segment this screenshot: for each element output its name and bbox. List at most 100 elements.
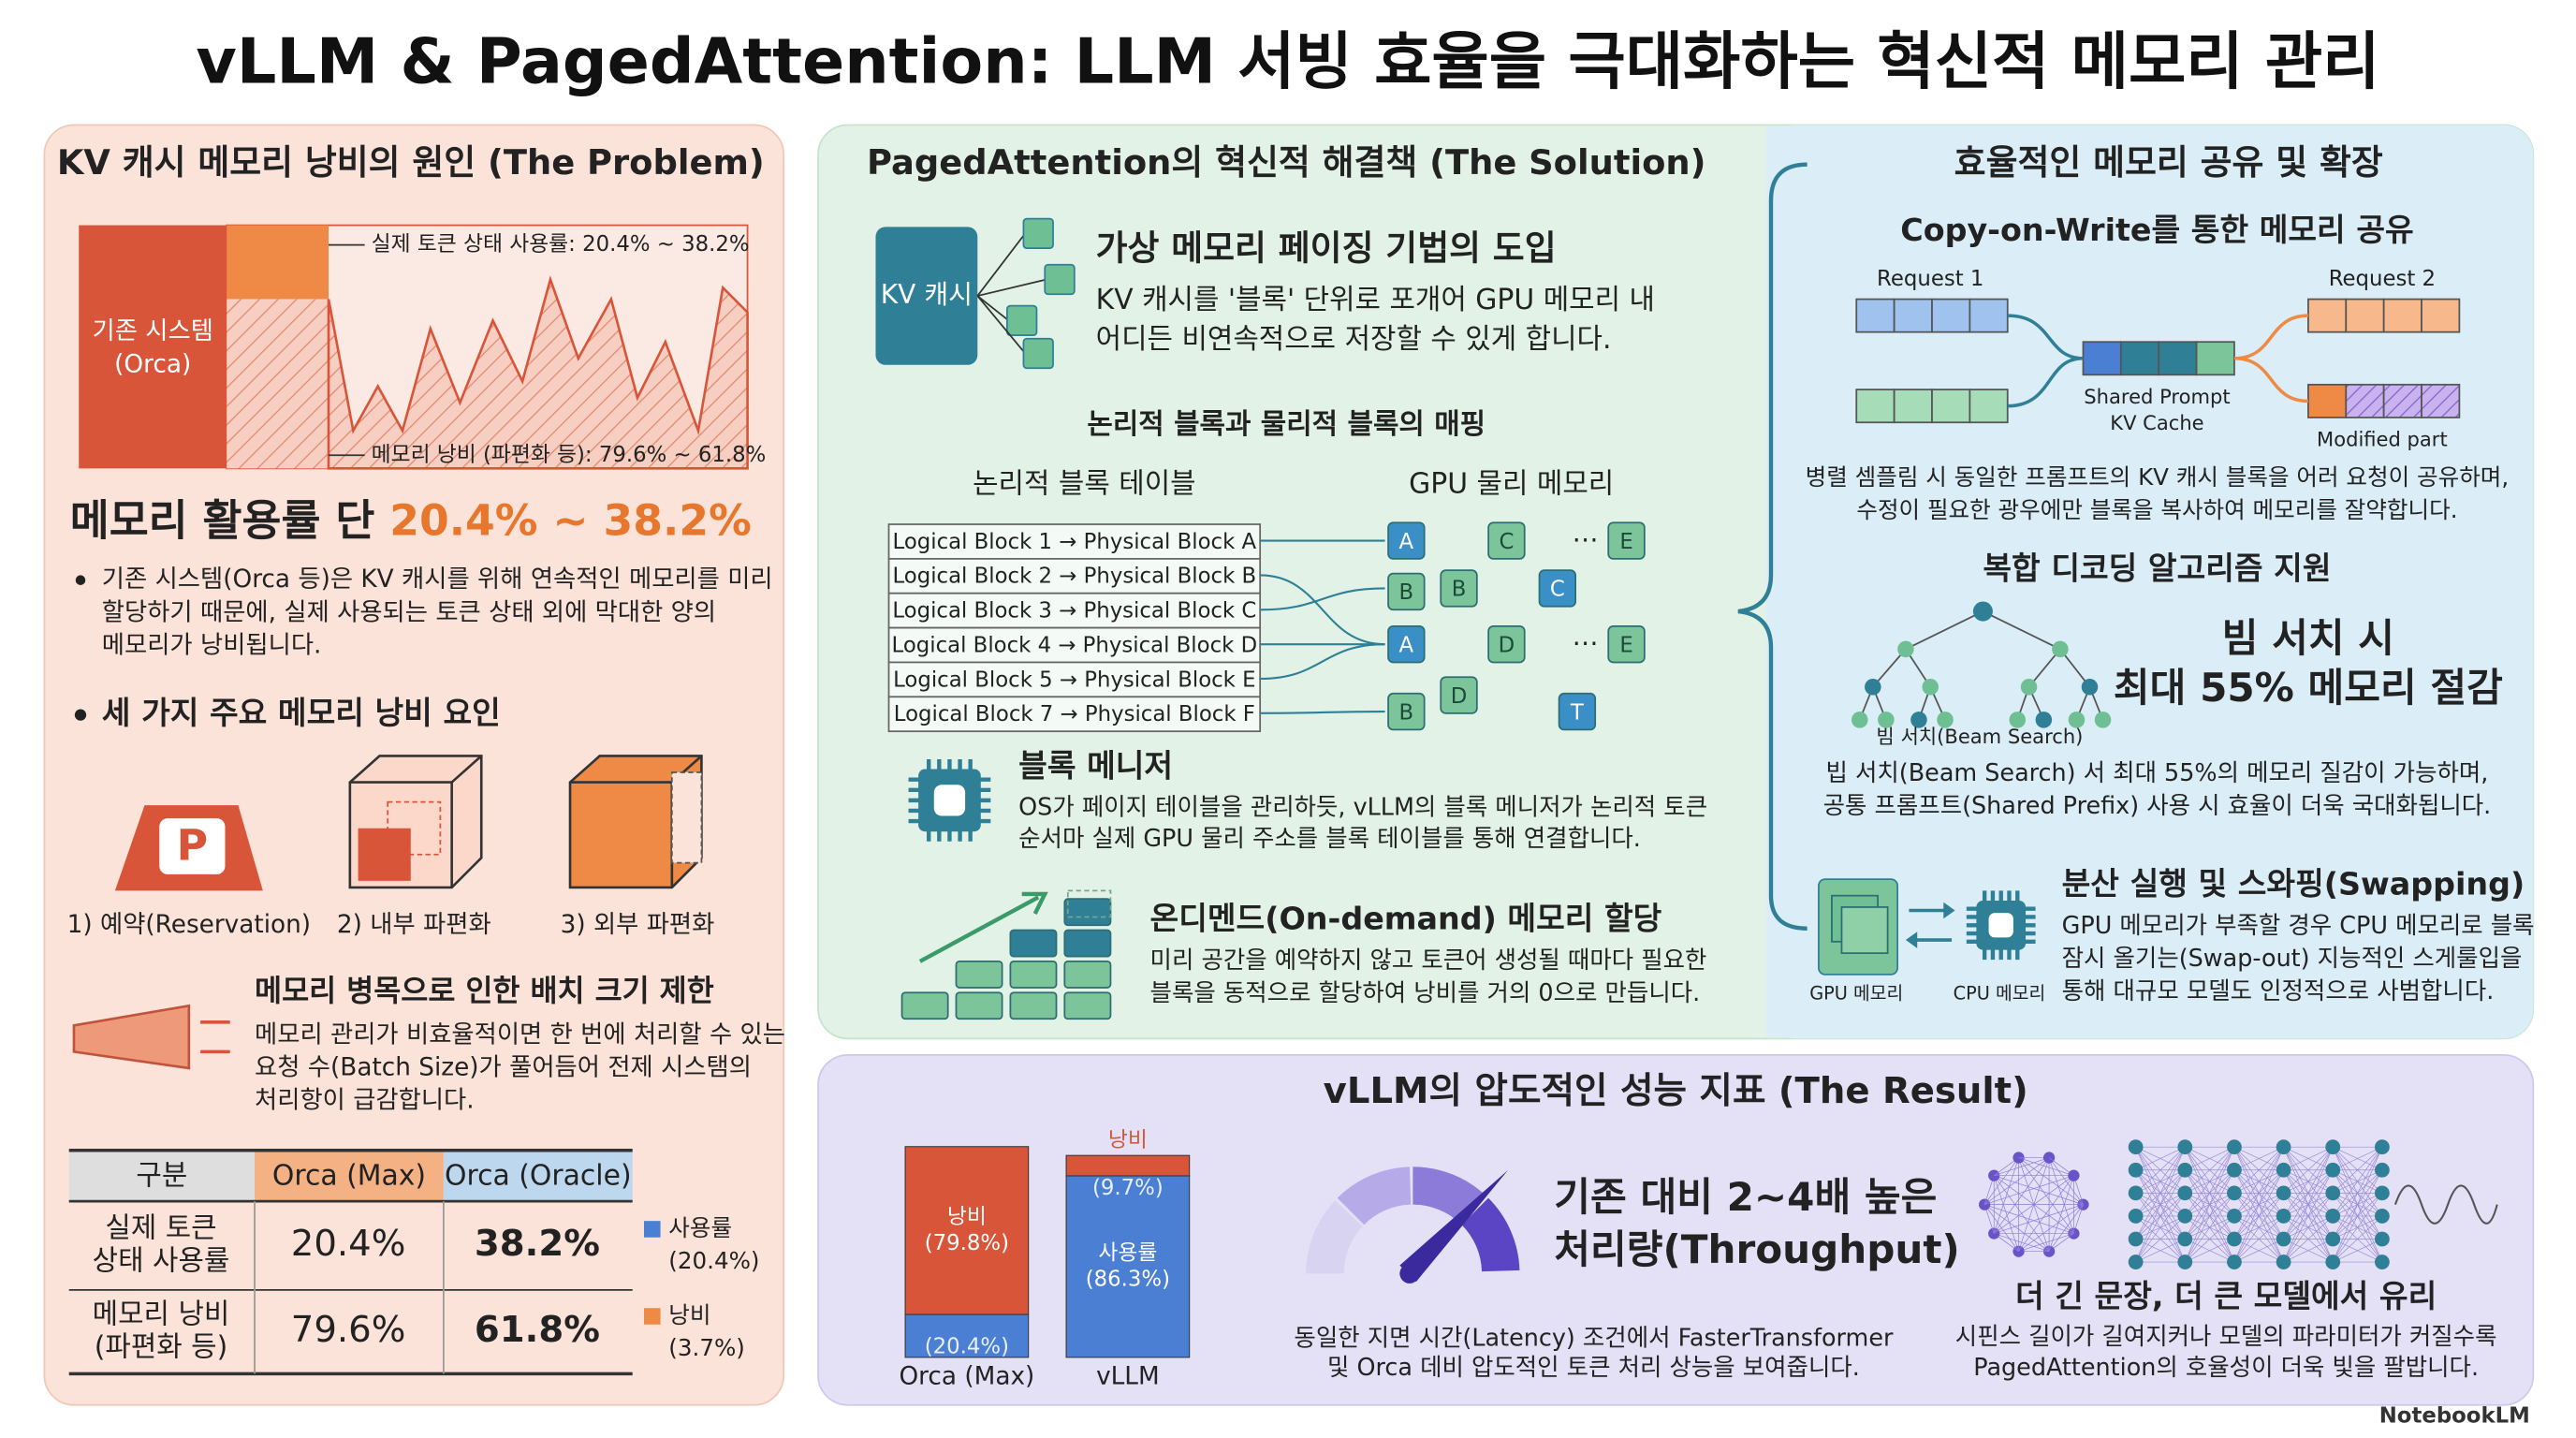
nn-node [2375,1209,2390,1224]
physical-block [1487,624,1526,664]
sharing-panel [1765,125,2534,1039]
gauge-needle [1399,1169,1509,1283]
nn-edge [2185,1239,2235,1263]
shared-block [2119,341,2160,376]
nn-edge [1994,1175,2074,1234]
nn-edge [2283,1215,2334,1263]
bottleneck-icon [72,1004,191,1070]
modified-block [2421,383,2461,418]
table-header-cell [255,1150,444,1202]
table-header: Orca (Max) [272,1159,426,1192]
tree-node [2052,640,2069,658]
mapping-row [887,557,1262,594]
section-heading: 효율적인 메모리 공유 및 확장 [1954,142,2383,183]
system-label: (Orca) [114,350,191,378]
scale-title: 더 긴 문장, 더 큰 모델에서 유리 [2015,1278,2437,1314]
nn-edge [2018,1157,2084,1205]
gauge-hub [1399,1263,1420,1284]
nn-edge [2233,1147,2284,1263]
physical-label: GPU 물리 메모리 [1409,467,1614,500]
nn-edge [2333,1146,2383,1194]
nn-node [2325,1209,2341,1224]
nn-node [2227,1162,2242,1178]
tree-node [2009,712,2027,728]
factor-label: 2) 내부 파편화 [337,911,491,939]
nn-node [2325,1185,2341,1201]
ondemand-block [900,991,949,1020]
physical-block [1387,572,1426,611]
nn-node [2276,1255,2291,1269]
mapping-text: Logical Block 5 → Physical Block E [893,668,1255,692]
logical-label: 논리적 블록 테이블 [973,467,1196,500]
modified-block [2345,383,2385,418]
section-brace [1737,162,1808,931]
nn-edge [2018,1204,2084,1252]
system-label: 기존 시스템 [93,317,213,345]
ondemand-block [955,991,1003,1020]
table-header: Orca (Oracle) [445,1159,632,1192]
gauge-arc [1337,1167,1412,1225]
nn-edge [2332,1147,2383,1217]
x-tick-label: vLLM [1096,1362,1160,1390]
cpu-label: CPU 메모리 [1954,982,2046,1004]
external-gap [670,771,703,864]
ondemand-text: 블록을 동적으로 할당하여 낭비를 거의 0으로 만듭니다. [1150,978,1701,1006]
block-letter: C [1499,530,1514,554]
tree-edge [1983,610,2061,651]
nn-edge [2283,1147,2334,1263]
nn-edge [2185,1193,2235,1263]
mapping-link [1260,643,1385,681]
x-tick-label: Orca (Max) [899,1362,1034,1390]
gpu-label: GPU 메모리 [1809,982,1903,1004]
nn-edge [1983,1157,2019,1205]
nn-edge [2048,1157,2074,1234]
scale-text: 시핀스 길이가 길여지커나 모델의 파라미터가 커질수록 [1955,1322,2497,1350]
reservation-sign [159,818,226,874]
table-cell: 61.8% [475,1309,600,1351]
ondemand-block [1063,991,1112,1020]
nn-node [2375,1139,2390,1155]
page-title: vLLM & PagedAttention: LLM 서빙 효율을 극대화하는 … [196,24,2379,97]
beam-label: 빔 서치(Beam Search) [1876,725,2083,748]
tree-node [1897,640,1914,658]
tree-node [1865,679,1881,696]
segment-name: 사용률 [1098,1240,1157,1265]
nn-node [2276,1162,2291,1178]
block-letter: E [1619,530,1632,554]
ondemand-pending [1066,889,1112,918]
nn-edge [2333,1215,2383,1263]
modified-label: Modified part [2317,428,2448,451]
nn-node [2325,1162,2341,1178]
physical-block [1538,569,1577,608]
request-block [2382,298,2422,333]
nn-edge [2135,1147,2186,1240]
bottleneck-text: 요청 수(Batch Size)가 풀어듬어 전제 시스탬의 [255,1053,752,1081]
shared-label: Shared Prompt [2084,385,2230,408]
nn-edge [2184,1147,2235,1263]
nn-node [2276,1139,2291,1155]
nn-edge [2018,1175,2074,1252]
legend-name: 사용률 [668,1214,732,1241]
nn-edge [2332,1147,2383,1240]
cow-title: Copy-on-Write를 통한 메모리 공유 [1900,212,2413,248]
tree-edge [1872,648,1907,688]
content: vLLM & PagedAttention: LLM 서빙 효율을 극대화하는 … [57,24,2535,1428]
tree-node [1852,712,1868,728]
nn-node [2177,1255,2193,1269]
table-cell: 38.2% [475,1223,600,1265]
nn-edge [2135,1169,2186,1263]
throughput-text: 동일한 지면 시간(Latency) 조건에서 FasterTransforme… [1294,1324,1894,1352]
nn-node [2177,1162,2193,1178]
nn-edge [2233,1169,2284,1263]
ondemand-block [1063,961,1112,989]
nn-edge [2135,1146,2186,1171]
section-heading: PagedAttention의 혁신적 해결책 (The Solution) [867,142,1705,183]
table-header: 구분 [136,1159,187,1192]
physical-block [1387,624,1426,664]
ellipsis: ⋯ [1573,627,1599,658]
cpu-chip-core [1988,913,2013,938]
icon-letter: P [177,820,208,870]
